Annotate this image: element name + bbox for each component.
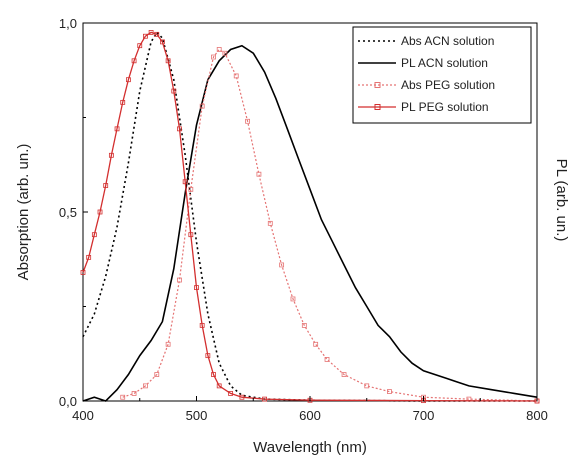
legend-item: Abs PEG solution bbox=[358, 78, 495, 92]
series-point bbox=[211, 372, 216, 377]
series-line bbox=[82, 31, 537, 402]
legend-item: Abs ACN solution bbox=[358, 34, 494, 48]
legend-label: PL ACN solution bbox=[401, 56, 488, 70]
series-3 bbox=[80, 30, 540, 404]
series-point bbox=[177, 126, 182, 132]
series-point bbox=[262, 396, 268, 402]
series-point bbox=[160, 39, 165, 45]
series-point bbox=[199, 103, 205, 109]
series-point bbox=[165, 341, 171, 347]
series-point bbox=[148, 30, 154, 35]
x-axis-title: Wavelength (nm) bbox=[253, 439, 367, 456]
series-point bbox=[216, 47, 222, 52]
x-tick-label: 800 bbox=[526, 408, 548, 423]
series-point bbox=[120, 99, 126, 105]
series-point bbox=[91, 232, 97, 238]
series-point bbox=[387, 389, 392, 394]
series-line bbox=[82, 44, 538, 402]
series-point bbox=[199, 322, 205, 328]
y2-axis-title: PL (arb. un.) bbox=[553, 159, 570, 242]
series-point bbox=[143, 33, 148, 39]
series-point bbox=[205, 353, 211, 359]
y-tick-label: 0,5 bbox=[59, 205, 77, 220]
series-point bbox=[97, 209, 103, 215]
series-point bbox=[324, 357, 330, 362]
series-1 bbox=[82, 44, 538, 402]
legend-item: PL PEG solution bbox=[358, 100, 489, 114]
legend-label: Abs PEG solution bbox=[401, 78, 495, 92]
series-point bbox=[108, 152, 114, 158]
series-point bbox=[313, 341, 319, 347]
series-point bbox=[165, 58, 171, 64]
series-point bbox=[279, 262, 285, 268]
legend-marker bbox=[374, 104, 381, 110]
x-tick-label: 500 bbox=[186, 408, 208, 423]
series-point bbox=[126, 77, 131, 83]
legend-marker bbox=[374, 82, 381, 88]
series-point bbox=[143, 383, 148, 389]
series-point bbox=[120, 394, 126, 400]
y-tick-label: 1,0 bbox=[59, 16, 77, 31]
series-point bbox=[233, 73, 239, 79]
legend-label: Abs ACN solution bbox=[401, 34, 494, 48]
series-point bbox=[80, 270, 86, 275]
series-point bbox=[154, 372, 160, 377]
ticks-layer: 400 500 600 700 800 0,0 0,5 1,0 bbox=[59, 16, 548, 423]
legend-item: PL ACN solution bbox=[358, 56, 488, 70]
series-point bbox=[194, 285, 199, 291]
series-layer bbox=[80, 30, 540, 404]
y-tick-label: 0,0 bbox=[59, 394, 77, 409]
series-point bbox=[182, 179, 188, 185]
series-0 bbox=[82, 31, 537, 402]
x-tick-label: 700 bbox=[413, 408, 435, 423]
series-point bbox=[188, 232, 194, 238]
series-point bbox=[256, 171, 262, 177]
series-point bbox=[114, 126, 120, 132]
series-point bbox=[341, 372, 347, 377]
series-point bbox=[188, 186, 194, 192]
series-point bbox=[364, 383, 370, 389]
legend-label: PL PEG solution bbox=[401, 100, 489, 114]
series-line bbox=[122, 48, 538, 402]
series-point bbox=[216, 383, 222, 389]
y-axis-title: Absorption (arb. un.) bbox=[15, 144, 32, 281]
series-point bbox=[171, 88, 177, 94]
x-tick-label: 600 bbox=[299, 408, 321, 423]
series-point bbox=[131, 58, 137, 64]
series-point bbox=[301, 322, 307, 328]
series-point bbox=[211, 54, 216, 60]
series-point bbox=[154, 31, 160, 37]
series-point bbox=[290, 296, 296, 302]
series-point bbox=[222, 50, 228, 56]
series-point bbox=[103, 183, 109, 188]
series-point bbox=[228, 391, 233, 396]
series-line bbox=[82, 31, 538, 402]
series-point bbox=[137, 43, 143, 49]
series-point bbox=[177, 277, 182, 283]
series-point bbox=[245, 118, 250, 124]
series-point bbox=[86, 254, 92, 260]
series-point bbox=[267, 220, 273, 226]
series-point bbox=[131, 391, 137, 396]
legend: Abs ACN solution PL ACN solution Abs PEG s… bbox=[352, 26, 532, 124]
series-point bbox=[239, 394, 245, 400]
x-tick-label: 400 bbox=[72, 408, 94, 423]
